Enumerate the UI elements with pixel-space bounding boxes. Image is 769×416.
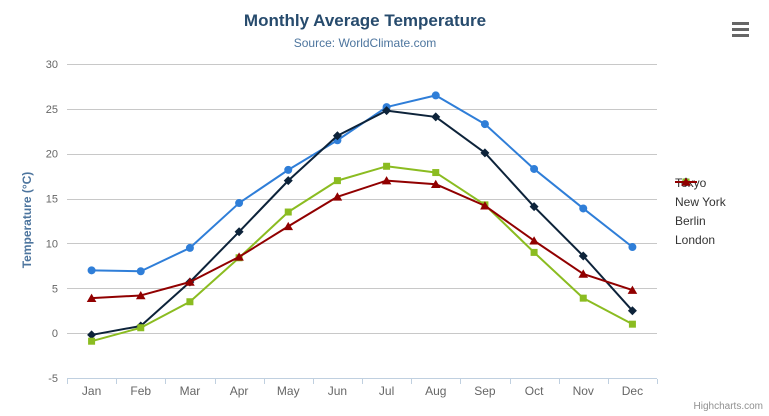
data-point-marker[interactable] [186,298,194,306]
x-axis-label: Dec [622,384,643,398]
data-point-marker[interactable] [530,248,538,256]
y-axis-label: 5 [52,283,58,295]
data-point-marker[interactable] [383,162,391,170]
series-line-berlin [90,165,634,343]
data-point-marker[interactable] [628,243,637,252]
data-point-marker[interactable] [136,267,145,276]
legend-item-london[interactable]: London [675,177,726,247]
y-axis-label: -5 [48,373,58,385]
y-axis-label: 10 [46,238,58,250]
series-new-york [87,106,637,340]
legend-item-label: Berlin [675,214,706,228]
data-point-marker[interactable] [529,236,539,245]
data-point-marker[interactable] [480,120,489,129]
x-axis-label: Feb [130,384,151,398]
data-point-marker[interactable] [627,285,638,294]
x-axis-label: May [277,384,300,398]
data-point-marker[interactable] [332,192,343,201]
x-axis-label: Oct [525,384,544,398]
data-point-marker[interactable] [578,269,589,278]
x-axis-label: Apr [230,384,249,398]
data-point-marker[interactable] [87,330,97,340]
data-point-marker[interactable] [87,266,96,275]
data-point-marker[interactable] [381,176,392,185]
export-menu-button[interactable] [729,19,753,39]
data-point-marker[interactable] [86,293,97,302]
data-point-marker[interactable] [578,251,588,261]
data-point-marker[interactable] [529,202,539,212]
data-point-marker[interactable] [480,148,490,158]
x-axis-label: Jun [328,384,347,398]
data-point-marker[interactable] [137,324,145,332]
data-point-marker[interactable] [185,277,195,286]
data-point-marker[interactable] [430,179,441,189]
data-point-marker[interactable] [579,204,588,213]
data-point-marker[interactable] [235,199,244,208]
data-point-marker[interactable] [333,177,341,185]
legend-item-label: London [675,233,716,247]
x-axis-label: Sep [474,384,496,398]
y-axis-title: Temperature (°C) [20,171,34,269]
data-point-marker[interactable] [234,227,244,237]
chart-title: Monthly Average Temperature [243,11,487,30]
series-line-new-york [90,109,634,336]
data-point-marker[interactable] [185,243,194,252]
data-point-marker[interactable] [431,91,440,100]
y-axis-label: 15 [46,194,58,206]
y-axis-label: 30 [46,59,58,71]
data-point-marker[interactable] [431,112,441,122]
data-point-marker[interactable] [284,208,292,216]
data-point-marker[interactable] [135,290,146,300]
y-axis-label: 0 [52,328,58,340]
legend-item-new-york[interactable]: New York [675,177,726,209]
x-axis-label: Mar [180,384,201,398]
hamburger-icon [732,21,750,37]
y-axis-label: 25 [46,104,58,116]
data-point-marker[interactable] [432,169,440,177]
chart-subtitle: Source: WorldClimate.com [293,36,437,50]
data-point-marker[interactable] [88,337,96,345]
data-point-marker[interactable] [382,106,392,116]
data-point-marker[interactable] [530,164,539,173]
data-point-marker[interactable] [579,294,587,302]
data-point-marker[interactable] [480,201,490,210]
y-axis-label: 20 [46,149,58,161]
data-point-marker[interactable] [284,165,293,174]
x-axis-label: Nov [573,384,594,398]
data-point-marker[interactable] [283,221,294,231]
data-point-marker[interactable] [627,306,637,316]
legend-item-label: New York [675,195,726,209]
data-point-marker[interactable] [234,252,244,261]
data-point-marker[interactable] [283,176,293,186]
series-tokyo [87,91,637,276]
series-line-tokyo [90,94,634,273]
series-line-london [90,179,634,300]
x-axis-label: Jul [379,384,394,398]
x-axis-label: Aug [425,384,446,398]
data-point-marker[interactable] [332,131,342,141]
x-axis-label: Jan [82,384,101,398]
legend-item-berlin[interactable]: Berlin [675,178,726,228]
legend-marker-icon [675,177,697,186]
series-london [86,176,638,302]
data-point-marker[interactable] [628,320,636,328]
credits-link[interactable]: Highcharts.com [693,401,763,412]
